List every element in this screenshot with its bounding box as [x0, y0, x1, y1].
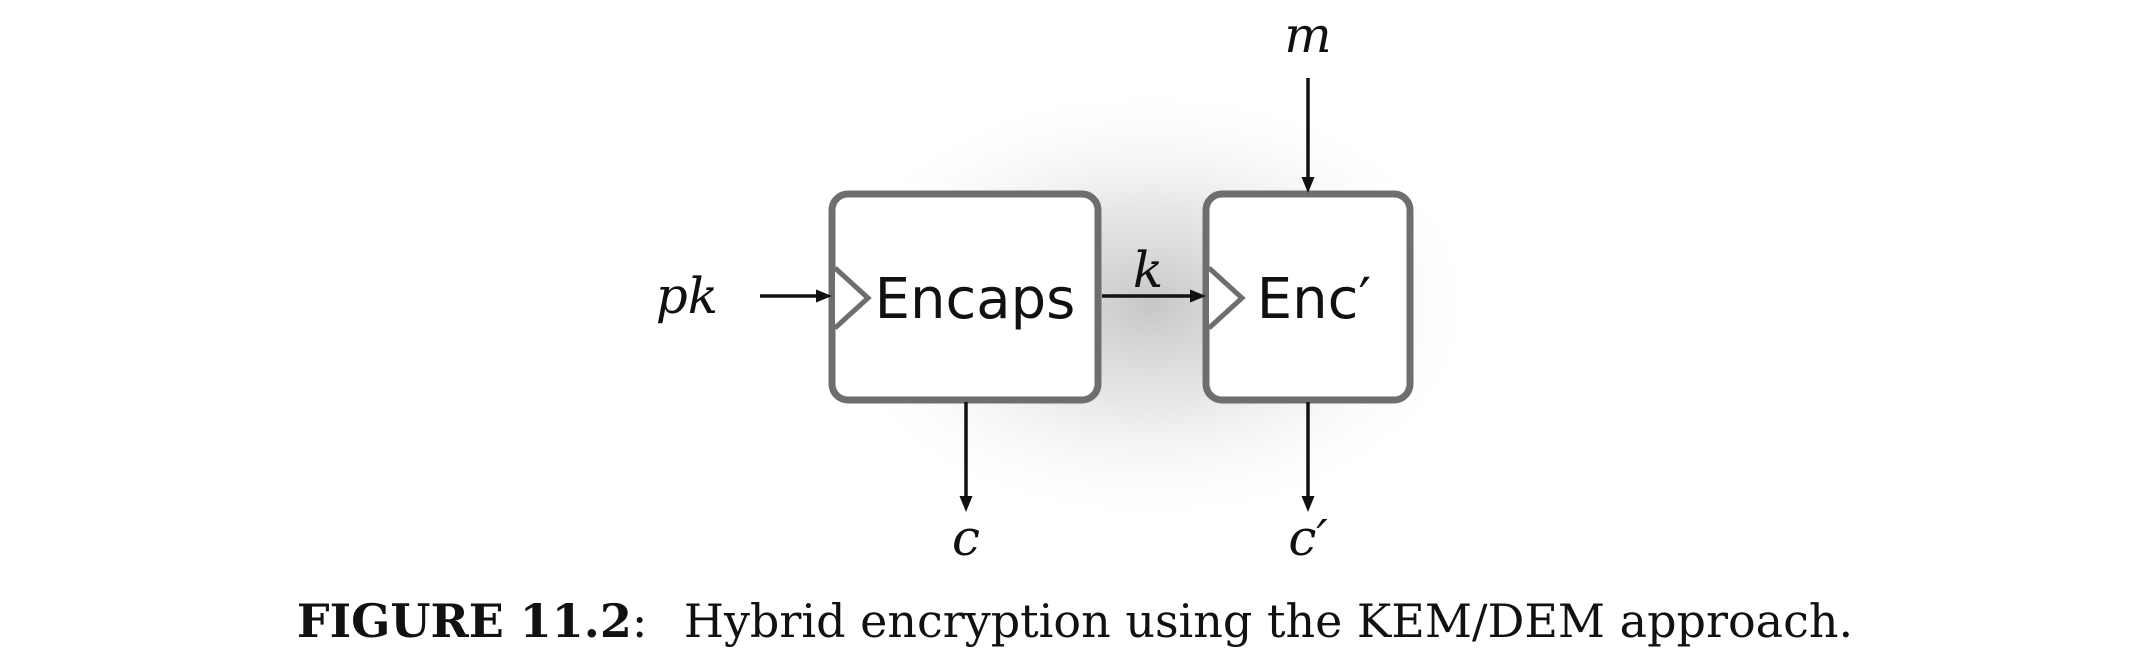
- m-arrow: [1301, 78, 1315, 193]
- c-prime-label: c′: [1288, 509, 1328, 567]
- figure-caption: FIGURE 11.2: Hybrid encryption using the …: [0, 594, 2150, 648]
- k-label: k: [1133, 241, 1163, 299]
- enc-prime-clock-marker: [1207, 266, 1246, 330]
- c-prime-arrow: [1301, 402, 1315, 512]
- c-arrow: [959, 402, 973, 512]
- encaps-box: Encaps: [828, 190, 1102, 404]
- caption-separator: :: [631, 594, 648, 648]
- encaps-clock-marker: [833, 266, 872, 330]
- enc-prime-label: Enc′: [1257, 267, 1371, 332]
- pk-label: pk: [656, 267, 718, 325]
- pk-arrow: [760, 289, 832, 303]
- k-arrow: [1102, 289, 1206, 303]
- caption-text: Hybrid encryption using the KEM/DEM appr…: [683, 594, 1854, 648]
- enc-prime-box: Enc′: [1202, 190, 1414, 404]
- m-label: m: [1284, 6, 1331, 64]
- figure-number: FIGURE 11.2: [296, 594, 632, 648]
- encaps-label: Encaps: [875, 267, 1076, 332]
- c-label: c: [952, 509, 980, 567]
